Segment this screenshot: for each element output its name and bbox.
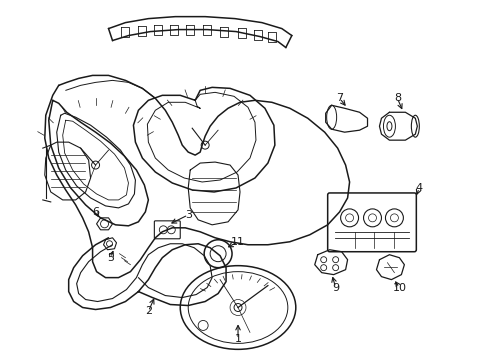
Text: 4: 4 <box>415 183 422 193</box>
Text: 7: 7 <box>335 93 343 103</box>
Text: 6: 6 <box>92 207 99 217</box>
FancyBboxPatch shape <box>327 193 415 252</box>
Text: 2: 2 <box>144 306 152 316</box>
Text: 1: 1 <box>234 334 241 345</box>
Text: 10: 10 <box>391 283 406 293</box>
Text: 11: 11 <box>230 237 244 247</box>
Text: 9: 9 <box>331 283 339 293</box>
Text: 8: 8 <box>393 93 400 103</box>
Text: 3: 3 <box>184 210 191 220</box>
FancyBboxPatch shape <box>154 221 180 239</box>
Text: 5: 5 <box>107 253 114 263</box>
